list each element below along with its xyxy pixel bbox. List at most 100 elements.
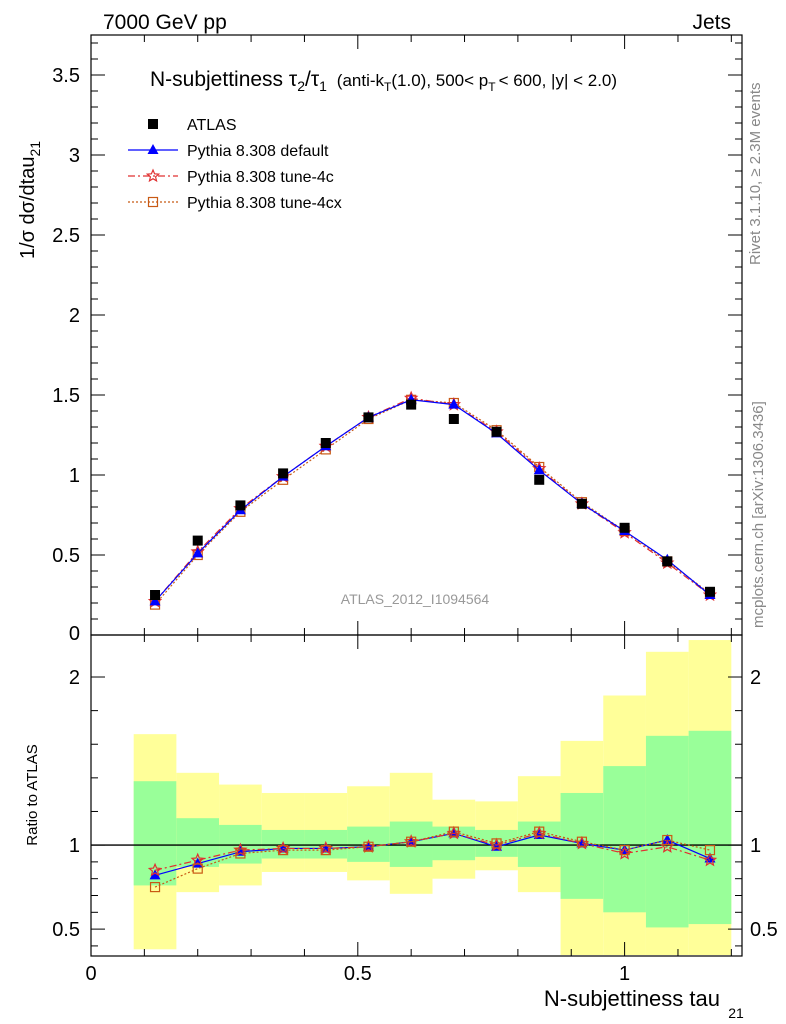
- series-0-point: [662, 556, 673, 567]
- ratio-series-2-point: [576, 836, 588, 847]
- ratio-ytick-label-left: 0.5: [52, 919, 80, 941]
- ratio-ytick-label-right: 0.5: [750, 919, 778, 941]
- main-ytick-label: 1.5: [52, 385, 80, 407]
- main-ytick-label: 0.5: [52, 545, 80, 567]
- ratio-series-1-line: [154, 832, 711, 871]
- ratio-series-2-point: [363, 841, 374, 852]
- ratio-series-1-point: [147, 862, 163, 877]
- ratio-ylabel: Ratio to ATLAS: [24, 744, 41, 845]
- ratio-ytick-label-left: 2: [69, 667, 80, 689]
- svg-text:1/σ dσ/dtau21: 1/σ dσ/dtau21: [17, 141, 43, 259]
- series-1-line: [154, 399, 711, 602]
- series-0-point: [491, 426, 502, 437]
- legend-label: ATLAS: [187, 117, 237, 134]
- series-0-point: [576, 498, 587, 509]
- series-0-point: [619, 522, 630, 533]
- series-0-point: [406, 399, 417, 410]
- main-ytick-label: 3.5: [52, 65, 80, 87]
- ratio-series-2-point: [662, 834, 673, 846]
- rivet-label: Rivet 3.1.10, ≥ 2.3M events: [747, 83, 764, 266]
- ratio-series-0-point: [661, 834, 673, 845]
- series-2-line: [154, 397, 711, 602]
- legend-marker: [147, 196, 159, 208]
- ratio-ytick-label-right: 2: [750, 667, 761, 689]
- main-ytick-label: 2.5: [52, 225, 80, 247]
- ratio-series-2-point: [534, 826, 545, 837]
- ratio-series-2-point: [619, 845, 630, 856]
- main-ytick-label: 1: [69, 465, 80, 487]
- title-slash: /: [305, 68, 311, 91]
- mcplots-label: mcplots.cern.ch [arXiv:1306.3436]: [750, 401, 767, 628]
- legend-entry: Pythia 8.308 tune-4c: [128, 168, 334, 186]
- xtick-label: 0.5: [344, 963, 372, 985]
- ratio-series-2-line: [154, 831, 711, 888]
- ratio-ytick-label-right: 1: [750, 835, 761, 857]
- ratio-series-2: [149, 826, 716, 893]
- ratio-series-2-point: [149, 881, 161, 893]
- header-observable: Jets: [692, 11, 731, 34]
- title-tau2: τ: [289, 68, 298, 91]
- header-energy: 7000 GeV pp: [103, 11, 227, 34]
- ratio-panel-frame: [90, 634, 743, 957]
- main-ytick-label: 2: [69, 305, 80, 327]
- title-main: N-subjettiness: [150, 68, 283, 91]
- uncertainty-band-inner: [603, 766, 646, 913]
- series-3: [149, 394, 716, 610]
- ratio-series-2-point: [704, 845, 716, 856]
- uncertainty-band-inner: [688, 730, 732, 925]
- title-detail-T2: T: [488, 80, 496, 94]
- legend-marker: [148, 119, 158, 129]
- ratio-series-0-point: [704, 852, 716, 863]
- xlabel-sub: 21: [728, 1005, 744, 1021]
- analysis-id: ATLAS_2012_I1094564: [341, 591, 490, 607]
- series-1-point: [533, 464, 545, 475]
- x-axis-label: N-subjettiness tau: [544, 986, 720, 1011]
- title-detail-a: (anti-k: [337, 71, 385, 90]
- series-1-point: [149, 595, 161, 606]
- series-0-point: [448, 414, 459, 424]
- series-0-point: [704, 586, 715, 597]
- uncertainty-band-inner: [133, 781, 177, 886]
- legend-marker: [147, 144, 159, 154]
- title-detail-T: T: [384, 80, 392, 94]
- title-detail-c: < 600, |y| < 2.0): [499, 71, 617, 90]
- main-ytick-label: 3: [69, 145, 80, 167]
- ratio-series-1-point: [233, 842, 248, 857]
- title-sub1: 1: [319, 78, 327, 94]
- title-detail-b: (1.0), 500< p: [391, 71, 488, 90]
- ratio-series-0-point: [149, 869, 161, 880]
- main-ytick-label-zero: 0: [69, 623, 80, 645]
- ratio-series-1-point: [190, 852, 205, 867]
- ratio-series-2-point: [491, 838, 502, 849]
- series-0-point: [235, 500, 246, 511]
- legend-entry: Pythia 8.308 default: [128, 143, 329, 160]
- series-0-point: [534, 474, 545, 485]
- legend-label: Pythia 8.308 tune-4c: [187, 169, 334, 186]
- ratio-ytick-label-left: 1: [69, 835, 80, 857]
- plot-title: N-subjettiness τ2/τ1 (anti-kT(1.0), 500<…: [150, 68, 617, 96]
- ratio-series-2-point: [406, 836, 417, 847]
- xtick-label: 1: [619, 963, 630, 985]
- series-2: [147, 390, 718, 608]
- ratio-series-2-point: [448, 826, 459, 837]
- ratio-series-2-point: [277, 845, 289, 856]
- series-0-point: [150, 590, 161, 600]
- series-0-point: [278, 468, 289, 479]
- ratio-series-2-point: [235, 848, 246, 859]
- series-0-point: [320, 438, 331, 448]
- series-1-point: [448, 398, 460, 409]
- ratio-series-2-point: [192, 863, 203, 874]
- ratio-series-1-point: [702, 852, 718, 867]
- main-ylabel-text: 1/σ dσ/dtau: [17, 157, 39, 260]
- title-tau1: τ: [311, 68, 320, 91]
- legend-marker: [145, 168, 161, 183]
- xlabel-text: N-subjettiness tau: [544, 986, 720, 1011]
- main-ylabel-sub: 21: [27, 141, 43, 157]
- title-sub2: 2: [297, 78, 305, 94]
- series-1: [149, 393, 716, 606]
- series-0-point: [192, 535, 203, 546]
- legend-entry: ATLAS: [148, 117, 237, 134]
- main-ylabel: 1/σ dσ/dtau21: [17, 141, 43, 259]
- uncertainty-band-inner: [645, 735, 689, 928]
